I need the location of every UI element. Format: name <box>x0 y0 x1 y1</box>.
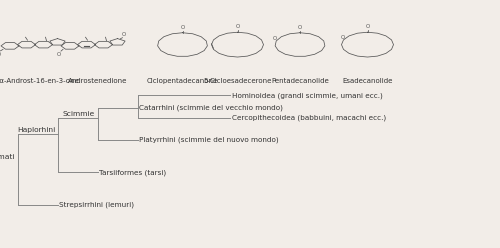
Text: O: O <box>180 25 184 30</box>
Text: Hominoidea (grandi scimmie, umani ecc.): Hominoidea (grandi scimmie, umani ecc.) <box>232 92 382 99</box>
Text: Ciclopentadecanone: Ciclopentadecanone <box>147 78 218 84</box>
Text: Haplorhini: Haplorhini <box>17 127 55 133</box>
Text: O: O <box>122 32 126 37</box>
Text: O: O <box>366 24 370 29</box>
Text: Catarrhini (scimmie del vecchio mondo): Catarrhini (scimmie del vecchio mondo) <box>139 105 283 111</box>
Text: O: O <box>341 35 345 40</box>
Text: O: O <box>57 52 61 57</box>
Text: Platyrrhini (scimmie del nuovo mondo): Platyrrhini (scimmie del nuovo mondo) <box>139 137 278 143</box>
Text: Strepsirrhini (lemuri): Strepsirrhini (lemuri) <box>59 201 134 208</box>
Text: O: O <box>0 52 1 57</box>
Text: Pentadecanolide: Pentadecanolide <box>271 78 329 84</box>
Text: O: O <box>273 36 278 41</box>
Text: O: O <box>298 25 302 30</box>
Text: 5-Cicloesadecerone: 5-Cicloesadecerone <box>204 78 272 84</box>
Text: Scimmie: Scimmie <box>63 111 95 117</box>
Text: Androstenedione: Androstenedione <box>68 78 127 84</box>
Text: Esadecanolide: Esadecanolide <box>342 78 392 84</box>
Text: 5α-Androst-16-en-3-one: 5α-Androst-16-en-3-one <box>0 78 80 84</box>
Text: O: O <box>236 24 240 29</box>
Text: Primati: Primati <box>0 155 15 160</box>
Text: Cercopithecoidea (babbuini, macachi ecc.): Cercopithecoidea (babbuini, macachi ecc.… <box>232 115 386 121</box>
Text: Tarsiiformes (tarsi): Tarsiiformes (tarsi) <box>99 169 166 176</box>
